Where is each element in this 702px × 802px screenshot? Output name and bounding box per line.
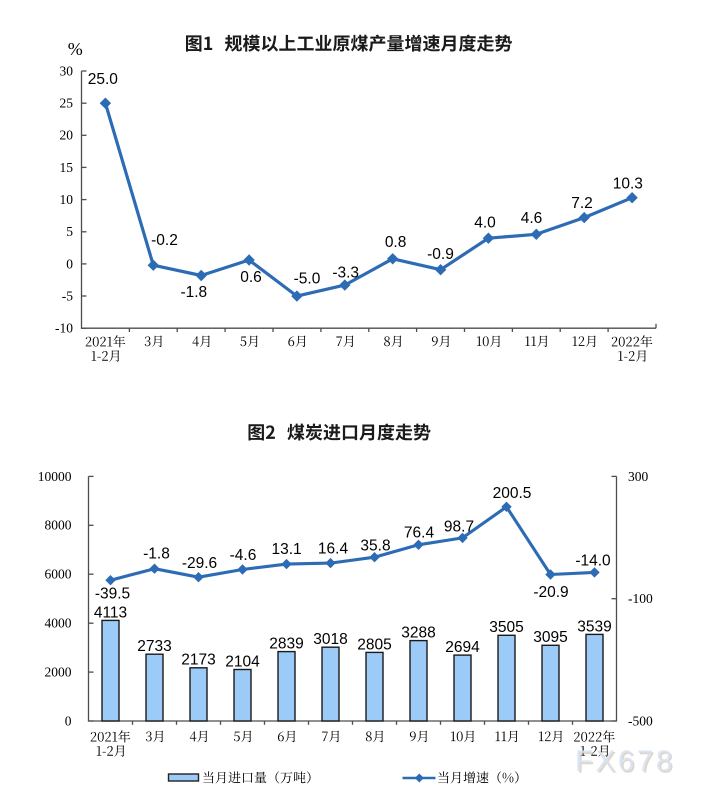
svg-text:76.4: 76.4 [404, 524, 435, 541]
svg-text:6000: 6000 [45, 567, 72, 582]
svg-text:-20.9: -20.9 [533, 584, 568, 601]
svg-text:25.0: 25.0 [88, 71, 119, 88]
svg-text:-1.8: -1.8 [180, 284, 207, 301]
svg-text:15: 15 [60, 160, 74, 175]
svg-text:4000: 4000 [45, 616, 72, 631]
svg-text:2733: 2733 [137, 638, 171, 655]
svg-text:10: 10 [60, 192, 74, 207]
svg-text:-14.0: -14.0 [575, 552, 611, 569]
svg-text:-5: -5 [62, 288, 73, 303]
svg-text:35.8: 35.8 [360, 538, 390, 555]
svg-text:2104: 2104 [225, 653, 260, 670]
svg-text:10.3: 10.3 [613, 175, 643, 192]
svg-text:-1.8: -1.8 [143, 545, 170, 562]
svg-text:5: 5 [66, 224, 73, 239]
svg-text:3288: 3288 [401, 625, 435, 642]
svg-text:%: % [68, 39, 83, 59]
svg-text:4.6: 4.6 [521, 210, 543, 227]
svg-text:0.8: 0.8 [385, 234, 407, 251]
svg-text:25: 25 [60, 96, 74, 111]
svg-text:0: 0 [66, 256, 73, 271]
svg-text:2000: 2000 [45, 665, 72, 680]
svg-text:0: 0 [65, 713, 72, 728]
svg-text:-0.9: -0.9 [427, 246, 454, 263]
svg-text:300: 300 [628, 469, 649, 484]
svg-text:200.5: 200.5 [493, 485, 532, 502]
svg-text:8000: 8000 [45, 518, 72, 533]
svg-text:-39.5: -39.5 [95, 585, 130, 602]
svg-text:3018: 3018 [313, 631, 347, 648]
svg-text:-100: -100 [628, 591, 653, 606]
svg-text:7.2: 7.2 [571, 195, 593, 212]
svg-text:2805: 2805 [357, 636, 391, 653]
svg-text:30: 30 [60, 63, 74, 78]
svg-text:2694: 2694 [445, 639, 480, 656]
svg-text:20: 20 [60, 128, 74, 143]
svg-text:-500: -500 [628, 713, 653, 728]
svg-text:2173: 2173 [181, 652, 215, 669]
svg-text:13.1: 13.1 [272, 541, 302, 558]
svg-text:4113: 4113 [94, 604, 127, 621]
svg-text:-3.3: -3.3 [332, 264, 359, 281]
svg-text:0.6: 0.6 [240, 269, 262, 286]
svg-text:-29.6: -29.6 [182, 555, 217, 572]
svg-text:16.4: 16.4 [318, 540, 349, 557]
svg-text:98.7: 98.7 [444, 518, 474, 535]
svg-text:-10: -10 [55, 321, 73, 336]
svg-text:-5.0: -5.0 [294, 270, 321, 287]
svg-text:3539: 3539 [577, 618, 611, 635]
svg-text:FX678: FX678 [575, 745, 675, 778]
svg-text:3505: 3505 [489, 619, 523, 636]
svg-text:-4.6: -4.6 [230, 547, 257, 564]
svg-text:2839: 2839 [269, 636, 303, 653]
svg-text:4.0: 4.0 [474, 214, 496, 231]
svg-text:3095: 3095 [533, 629, 567, 646]
svg-text:-0.2: -0.2 [151, 232, 178, 249]
svg-text:FX678: FX678 [577, 747, 677, 780]
svg-text:10000: 10000 [38, 469, 72, 484]
